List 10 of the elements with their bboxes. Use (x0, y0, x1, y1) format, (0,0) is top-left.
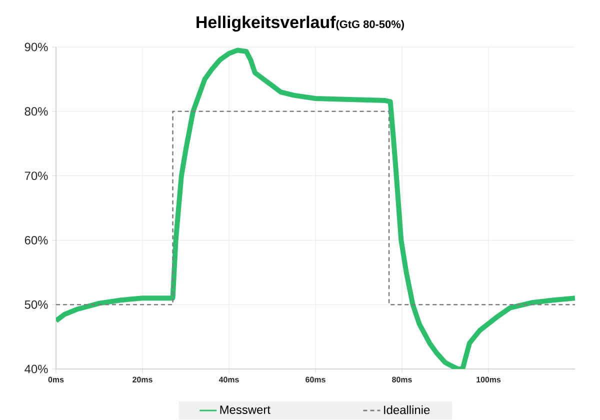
chart-subtitle: (GtG 80-50%) (336, 20, 404, 30)
legend-label: Messwert (220, 406, 270, 414)
y-tick-label: 80% (24, 107, 48, 116)
y-tick-label: 40% (24, 364, 48, 374)
y-tick-label: 90% (24, 42, 48, 52)
y-tick-label: 70% (24, 172, 48, 180)
y-tick-label: 60% (24, 236, 48, 244)
y-tick-label: 50% (24, 300, 48, 309)
chart-title: Helligkeitsverlauf (196, 16, 336, 32)
legend-label: Ideallinie (384, 405, 430, 414)
